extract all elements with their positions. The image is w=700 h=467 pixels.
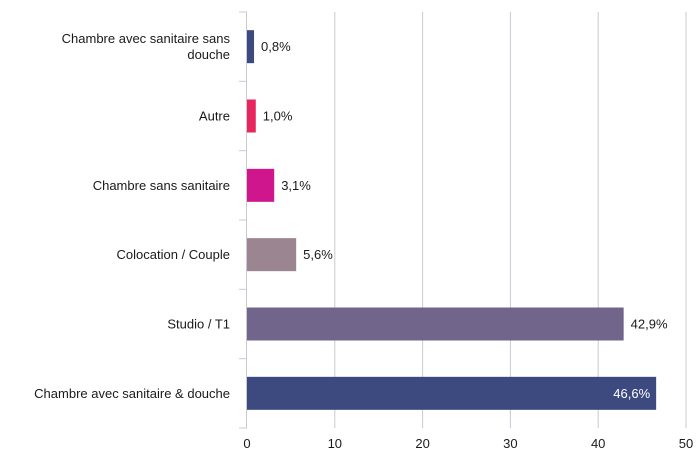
category-label: Chambre sans sanitaire (93, 178, 230, 193)
value-label: 0,8% (261, 39, 291, 54)
x-tick-label: 20 (415, 436, 429, 451)
gridlines (334, 12, 687, 428)
x-tick-label: 50 (679, 436, 693, 451)
bars (247, 30, 657, 410)
x-tick-label: 30 (503, 436, 517, 451)
bar (247, 168, 275, 202)
category-label: Autre (199, 109, 230, 124)
category-label: douche (187, 47, 230, 62)
category-label: Studio / T1 (167, 317, 230, 332)
bar (247, 99, 256, 133)
bar (247, 376, 657, 410)
x-tick-label: 10 (328, 436, 342, 451)
category-label: Chambre avec sanitaire sans (62, 31, 231, 46)
category-label: Colocation / Couple (117, 247, 230, 262)
bar (247, 307, 624, 341)
value-label: 3,1% (281, 178, 311, 193)
x-tick-label: 0 (243, 436, 250, 451)
value-label: 46,6% (613, 386, 650, 401)
value-label: 5,6% (303, 247, 333, 262)
tick-labels: 0 10 20 30 40 50 (243, 436, 693, 451)
bar (247, 238, 297, 272)
x-tick-label: 40 (591, 436, 605, 451)
value-label: 42,9% (631, 317, 668, 332)
axes (239, 11, 247, 429)
value-labels: 0,8% 1,0% 3,1% 5,6% 42,9% 46,6% (261, 39, 668, 401)
bar (247, 30, 255, 64)
category-label: Chambre avec sanitaire & douche (34, 386, 230, 401)
value-label: 1,0% (263, 109, 293, 124)
